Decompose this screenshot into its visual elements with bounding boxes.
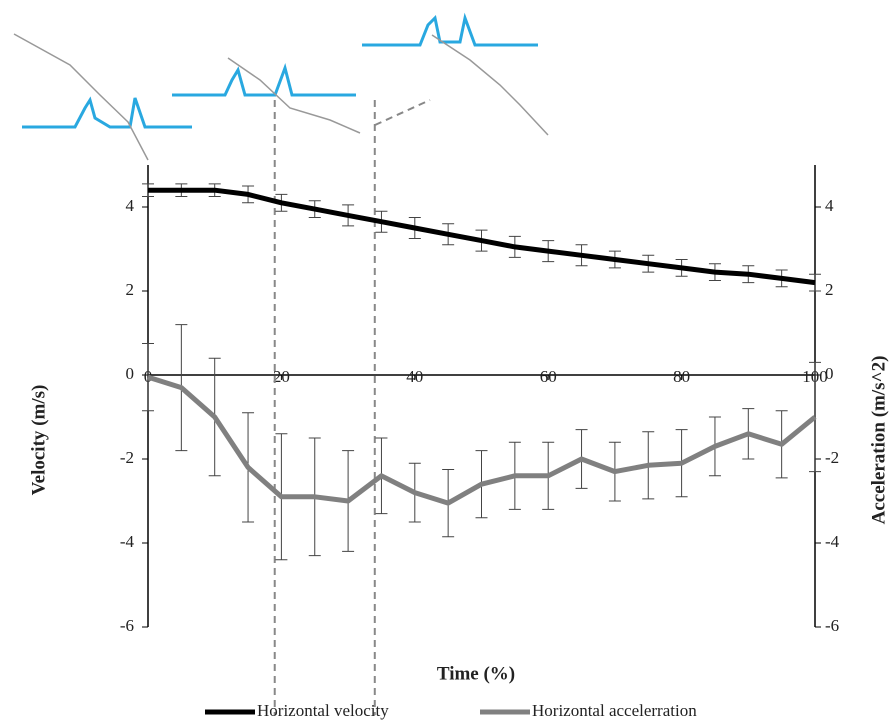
y2-tick-label: -4: [825, 532, 840, 551]
y-tick-label: -2: [120, 448, 134, 467]
y-tick-label: 4: [126, 196, 135, 215]
signal-trace: [22, 96, 192, 129]
x-tick-label: 20: [273, 367, 290, 386]
stick-figures: [13, 12, 549, 161]
y2-tick-label: 0: [825, 364, 834, 383]
y2-axis-label: Acceleration (m/s^2): [868, 356, 889, 525]
stick: [227, 57, 361, 134]
y2-tick-label: -2: [825, 448, 839, 467]
y-tick-label: -6: [120, 616, 134, 635]
series-line: [148, 187, 816, 286]
stick: [431, 34, 549, 136]
x-axis-label: Time (%): [437, 663, 515, 684]
legend-label: Horizontal accelerration: [532, 701, 697, 720]
connector: [374, 99, 431, 126]
series-line: [147, 374, 817, 506]
y-axis-label: Velocity (m/s): [28, 385, 49, 496]
y2-tick-label: 4: [825, 196, 834, 215]
y-tick-label: 2: [126, 280, 135, 299]
signal-trace: [362, 12, 538, 47]
x-tick-label: 40: [406, 367, 423, 386]
stick: [13, 33, 149, 161]
y2-tick-label: 2: [825, 280, 834, 299]
y-tick-label: -4: [120, 532, 135, 551]
x-tick-label: 80: [673, 367, 690, 386]
legend-label: Horizontal velocity: [257, 701, 389, 720]
x-tick-label: 60: [540, 367, 557, 386]
signal-trace: [172, 62, 356, 97]
y-tick-label: 0: [126, 364, 135, 383]
y2-tick-label: -6: [825, 616, 839, 635]
